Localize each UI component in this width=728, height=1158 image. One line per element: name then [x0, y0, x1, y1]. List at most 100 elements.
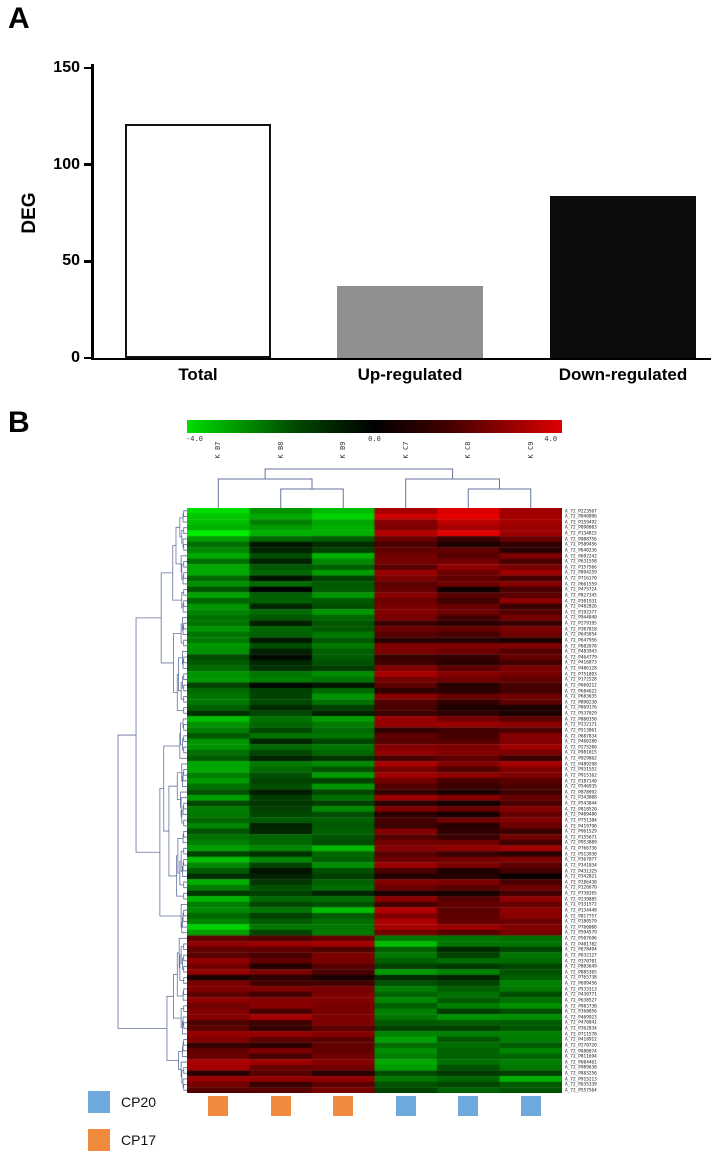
- row-label: A_72_P370701: [565, 958, 597, 963]
- row-label: A_72_P953889: [565, 839, 597, 845]
- row-label: A_72_P483943: [565, 648, 597, 654]
- row-label: A_72_P418912: [565, 1036, 597, 1042]
- row-label: A_72_P367077: [565, 856, 597, 862]
- legend-label: CP20: [121, 1094, 157, 1110]
- row-label: A_72_P416873: [565, 659, 597, 665]
- row-label: A_72_P475724: [565, 586, 597, 592]
- row-label: A_72_P981015: [565, 749, 597, 755]
- row-label: A_72_P187140: [565, 778, 597, 783]
- y-tick-label: 150: [53, 59, 80, 76]
- row-label: A_72_P232171: [565, 721, 597, 727]
- panel-a-label: A: [8, 2, 30, 35]
- row-label: A_72_P368856: [565, 1008, 597, 1014]
- column-label: K C8: [464, 441, 473, 459]
- row-label: A_72_P931552: [565, 766, 597, 772]
- row-label: A_72_P430771: [565, 991, 597, 997]
- row-label: A_72_P537029: [565, 710, 597, 716]
- row-label: A_72_P883256: [565, 1070, 597, 1076]
- row-label: A_72_P279195: [565, 620, 597, 626]
- row-label: A_72_P699456: [565, 980, 597, 986]
- column-group-marker: [270, 1096, 291, 1116]
- row-label: A_72_P419790: [565, 823, 597, 828]
- row-label: A_72_P818520: [565, 806, 597, 812]
- row-label: A_72_P192377: [565, 609, 597, 615]
- y-axis-line: [91, 64, 94, 360]
- y-tick-mark: [84, 356, 93, 360]
- row-label: A_72_P878992: [565, 789, 597, 795]
- column-label: K B8: [276, 441, 285, 459]
- row-label: A_72_P546935: [565, 783, 597, 789]
- row-label: A_72_P431325: [565, 868, 597, 873]
- row-label: A_72_P301931: [565, 598, 597, 603]
- row-label: A_72_P507696: [565, 935, 597, 941]
- row-label: A_72_P738265: [565, 890, 597, 896]
- x-category-label: Total: [178, 365, 218, 384]
- column-label: K B7: [214, 441, 223, 459]
- row-label: A_72_P647956: [565, 637, 597, 643]
- legend-swatch: [88, 1091, 110, 1113]
- row-label: A_72_P589456: [565, 541, 597, 547]
- row-label: A_72_P040096: [565, 513, 597, 519]
- row-label: A_72_P885365: [565, 969, 597, 975]
- row-label: A_72_P983738: [565, 1003, 597, 1008]
- column-dendrogram: [217, 468, 532, 508]
- y-tick-mark: [84, 260, 93, 263]
- row-label: A_72_P687834: [565, 733, 597, 738]
- row-label: A_72_P134815: [565, 530, 597, 536]
- row-label: A_72_P760000: [565, 924, 597, 930]
- column-group-marker: [458, 1096, 479, 1116]
- group-legend: CP20 CP17: [88, 1091, 248, 1155]
- row-label: A_72_P684622: [565, 688, 597, 693]
- x-axis-line: [91, 357, 711, 360]
- legend-swatch: [88, 1129, 110, 1151]
- y-tick-mark: [84, 66, 93, 70]
- row-label: A_72_P989638: [565, 1064, 597, 1070]
- row-label: A_72_P331572: [565, 901, 597, 907]
- row-label: A_72_P594579: [565, 929, 597, 935]
- y-tick-mark: [84, 163, 93, 166]
- colorbar-tick-label: 4.0: [544, 435, 558, 443]
- row-label: A_72_P223567: [565, 508, 597, 513]
- column-group-marker: [395, 1096, 416, 1116]
- row-label: A_72_P604461: [565, 1059, 597, 1065]
- row-label: A_72_P803649: [565, 963, 597, 969]
- column-dendrogram-lines: [217, 468, 532, 508]
- row-label: A_72_P751893: [565, 671, 597, 677]
- row-label: A_72_P460280: [565, 738, 597, 744]
- row-label: A_72_P751384: [565, 817, 597, 823]
- row-label: A_72_P869176: [565, 704, 597, 710]
- y-tick-label: 100: [53, 155, 80, 173]
- row-label: A_72_P464779: [565, 654, 597, 660]
- row-label: A_72_P632127: [565, 952, 597, 958]
- legend-item-cp17: CP17: [88, 1129, 156, 1151]
- colorbar-tick-label: -4.0: [186, 435, 203, 443]
- panel-b-label: B: [8, 406, 30, 439]
- row-label: A_72_P631558: [565, 558, 597, 564]
- row-label: A_72_P343808: [565, 794, 597, 800]
- row-label: A_72_P286430: [565, 879, 597, 885]
- bar-up-regulated: [337, 286, 483, 358]
- row-label: A_72_P155671: [565, 834, 597, 840]
- row-label: A_72_P513930: [565, 851, 597, 857]
- bar-total: [125, 124, 271, 358]
- row-label: A_72_P513061: [565, 727, 597, 733]
- row-label: A_72_P811694: [565, 1053, 597, 1059]
- row-label: A_72_P470041: [565, 1019, 597, 1025]
- row-label: A_72_P341034: [565, 862, 597, 868]
- row-label: A_72_P827345: [565, 592, 597, 598]
- row-label: A_72_P307818: [565, 626, 597, 632]
- row-label: A_72_P270720: [565, 1042, 597, 1048]
- row-dendrogram-lines: [117, 510, 187, 1091]
- row-label: A_72_P469923: [565, 1014, 597, 1020]
- row-label: A_72_P482826: [565, 603, 597, 609]
- row-label: A_72_P894259: [565, 569, 597, 575]
- row-label: A_72_P711578: [565, 1031, 597, 1037]
- row-label: A_72_P800350: [565, 716, 597, 722]
- row-label: A_72_P157566: [565, 564, 597, 570]
- row-label: A_72_P259492: [565, 519, 597, 525]
- row-label: A_72_P602678: [565, 643, 597, 648]
- row-label: A_72_P915213: [565, 1076, 597, 1082]
- row-label: A_72_P486128: [565, 665, 597, 671]
- row-label: A_72_P126670: [565, 884, 597, 890]
- heatmap-grid: [187, 508, 562, 1093]
